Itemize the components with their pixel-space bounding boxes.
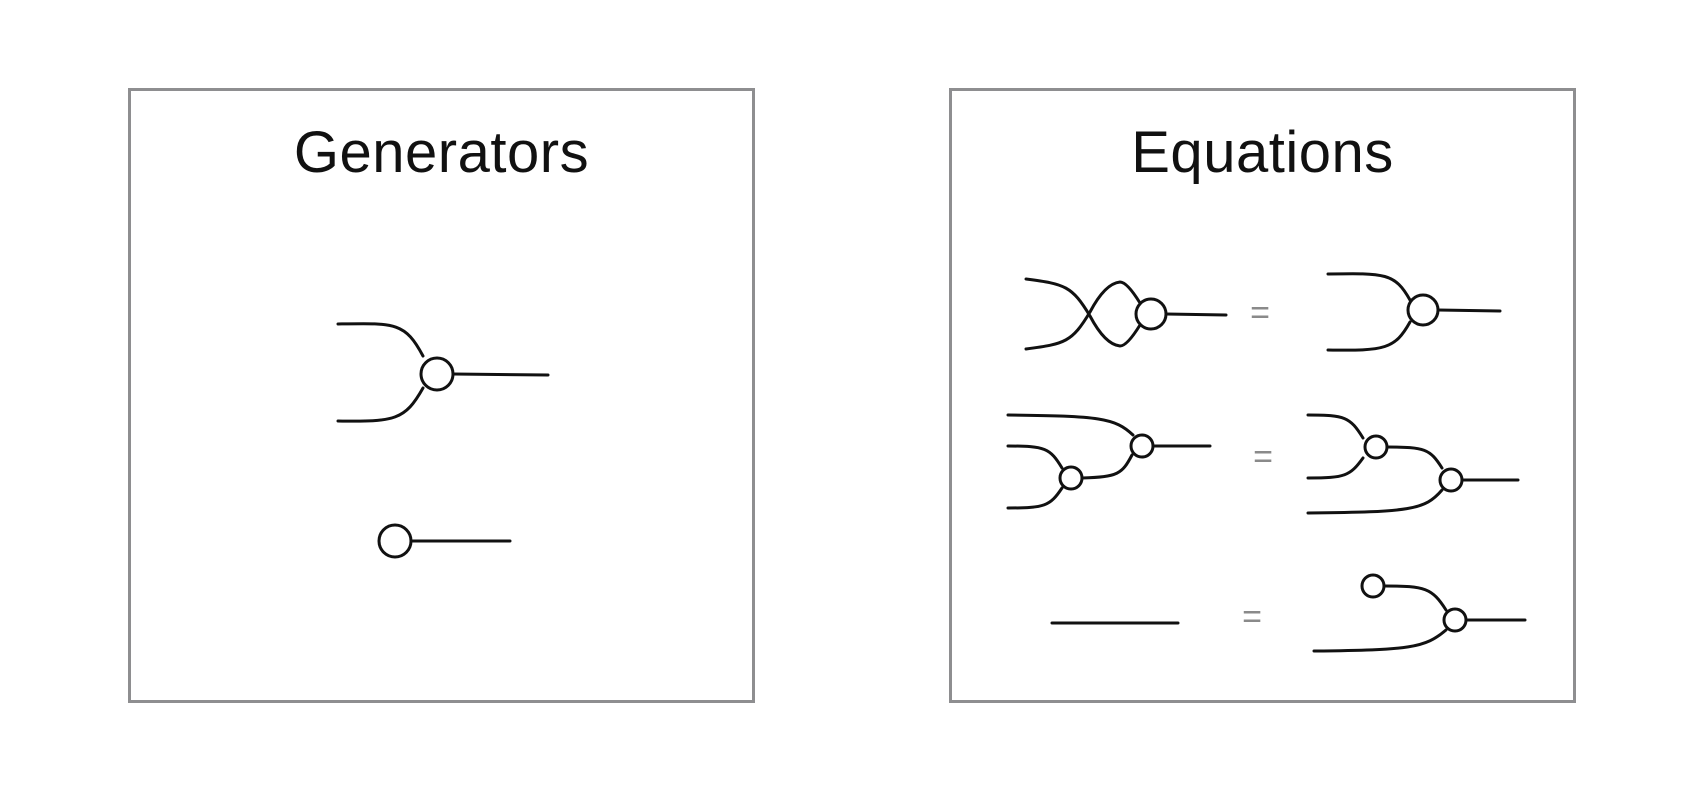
assoc-rhs-top-wire — [1306, 413, 1365, 440]
assoc-rhs-outer-node — [1438, 467, 1464, 493]
comm-lhs-node — [1134, 297, 1168, 331]
assoc-lhs-outer-node — [1129, 433, 1155, 459]
comm-rhs-input-bottom — [1326, 320, 1412, 352]
associativity-lhs — [1006, 413, 1212, 510]
multiplication-generator — [336, 322, 550, 423]
generators-title: Generators — [293, 120, 590, 185]
unit-rhs-unit-node — [1360, 573, 1386, 599]
equals-sign-2: = — [1253, 438, 1273, 476]
commutativity-lhs — [1024, 277, 1228, 351]
mult-input-bottom-wire — [336, 386, 425, 423]
unit-rhs-input-wire — [1312, 628, 1448, 653]
equals-sign-1: = — [1250, 294, 1270, 332]
assoc-rhs-bottom-wire — [1306, 488, 1444, 515]
comm-rhs-node — [1406, 293, 1440, 327]
assoc-lhs-top-wire — [1006, 413, 1135, 437]
commutativity-rhs — [1326, 272, 1502, 352]
comm-rhs-output-wire — [1436, 308, 1502, 313]
equations-title: Equations — [1131, 120, 1394, 185]
equations-panel: Equations — [949, 88, 1576, 703]
comm-rhs-input-top — [1326, 272, 1412, 302]
associativity-rhs — [1306, 413, 1520, 515]
assoc-lhs-inner-node — [1058, 465, 1084, 491]
assoc-lhs-mid-wire — [1006, 444, 1064, 470]
comm-cross-wire-a — [1024, 277, 1142, 348]
comm-cross-wire-b — [1024, 280, 1142, 351]
assoc-rhs-inner-output — [1385, 445, 1444, 470]
unit-rhs-unit-wire — [1383, 584, 1448, 612]
unit-generator — [377, 523, 512, 559]
comm-lhs-output-wire — [1164, 312, 1228, 317]
generators-panel: Generators — [128, 88, 755, 703]
mult-node — [419, 356, 455, 392]
assoc-lhs-inner-output — [1080, 453, 1134, 480]
unitality-rhs — [1312, 573, 1527, 653]
assoc-rhs-inner-node — [1363, 434, 1389, 460]
unit-node — [377, 523, 413, 559]
mult-input-top-wire — [336, 322, 425, 358]
assoc-rhs-mid-wire — [1306, 456, 1365, 480]
mult-output-wire — [451, 372, 550, 377]
unit-rhs-mult-node — [1442, 607, 1468, 633]
assoc-lhs-bottom-wire — [1006, 486, 1064, 510]
equals-sign-3: = — [1242, 598, 1262, 636]
